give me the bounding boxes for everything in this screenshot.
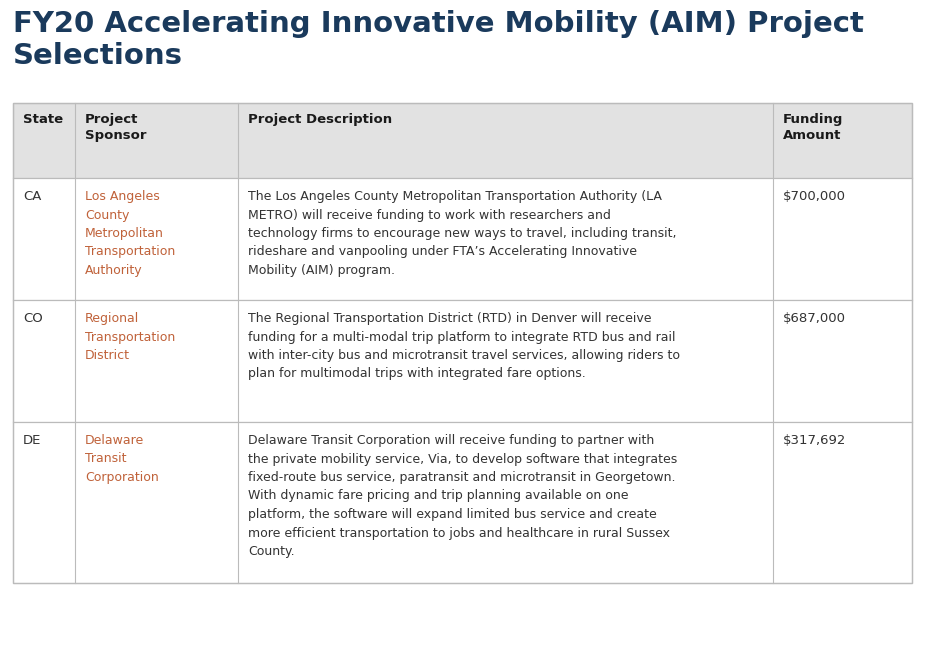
Text: Los Angeles
County
Metropolitan
Transportation
Authority: Los Angeles County Metropolitan Transpor… (85, 190, 175, 277)
Text: Project
Sponsor: Project Sponsor (85, 113, 146, 142)
Text: Delaware Transit Corporation will receive funding to partner with
the private mo: Delaware Transit Corporation will receiv… (248, 434, 677, 558)
Text: $317,692: $317,692 (783, 434, 846, 447)
Bar (13, 300, 912, 422)
Text: Regional
Transportation
District: Regional Transportation District (85, 312, 175, 362)
Text: The Los Angeles County Metropolitan Transportation Authority (LA
METRO) will rec: The Los Angeles County Metropolitan Tran… (248, 190, 676, 277)
Text: $687,000: $687,000 (783, 312, 846, 325)
Text: State: State (23, 113, 63, 126)
Text: CO: CO (23, 312, 43, 325)
Text: The Regional Transportation District (RTD) in Denver will receive
funding for a : The Regional Transportation District (RT… (248, 312, 680, 381)
Text: $700,000: $700,000 (783, 190, 846, 203)
Bar (13, 422, 912, 583)
Bar (13, 103, 912, 178)
Text: Funding
Amount: Funding Amount (783, 113, 844, 142)
Text: FY20 Accelerating Innovative Mobility (AIM) Project: FY20 Accelerating Innovative Mobility (A… (13, 10, 864, 38)
Text: Delaware
Transit
Corporation: Delaware Transit Corporation (85, 434, 159, 484)
Text: CA: CA (23, 190, 42, 203)
Bar (13, 178, 912, 300)
Text: Project Description: Project Description (248, 113, 392, 126)
Bar (13, 103, 912, 583)
Text: DE: DE (23, 434, 42, 447)
Text: Selections: Selections (13, 42, 183, 70)
